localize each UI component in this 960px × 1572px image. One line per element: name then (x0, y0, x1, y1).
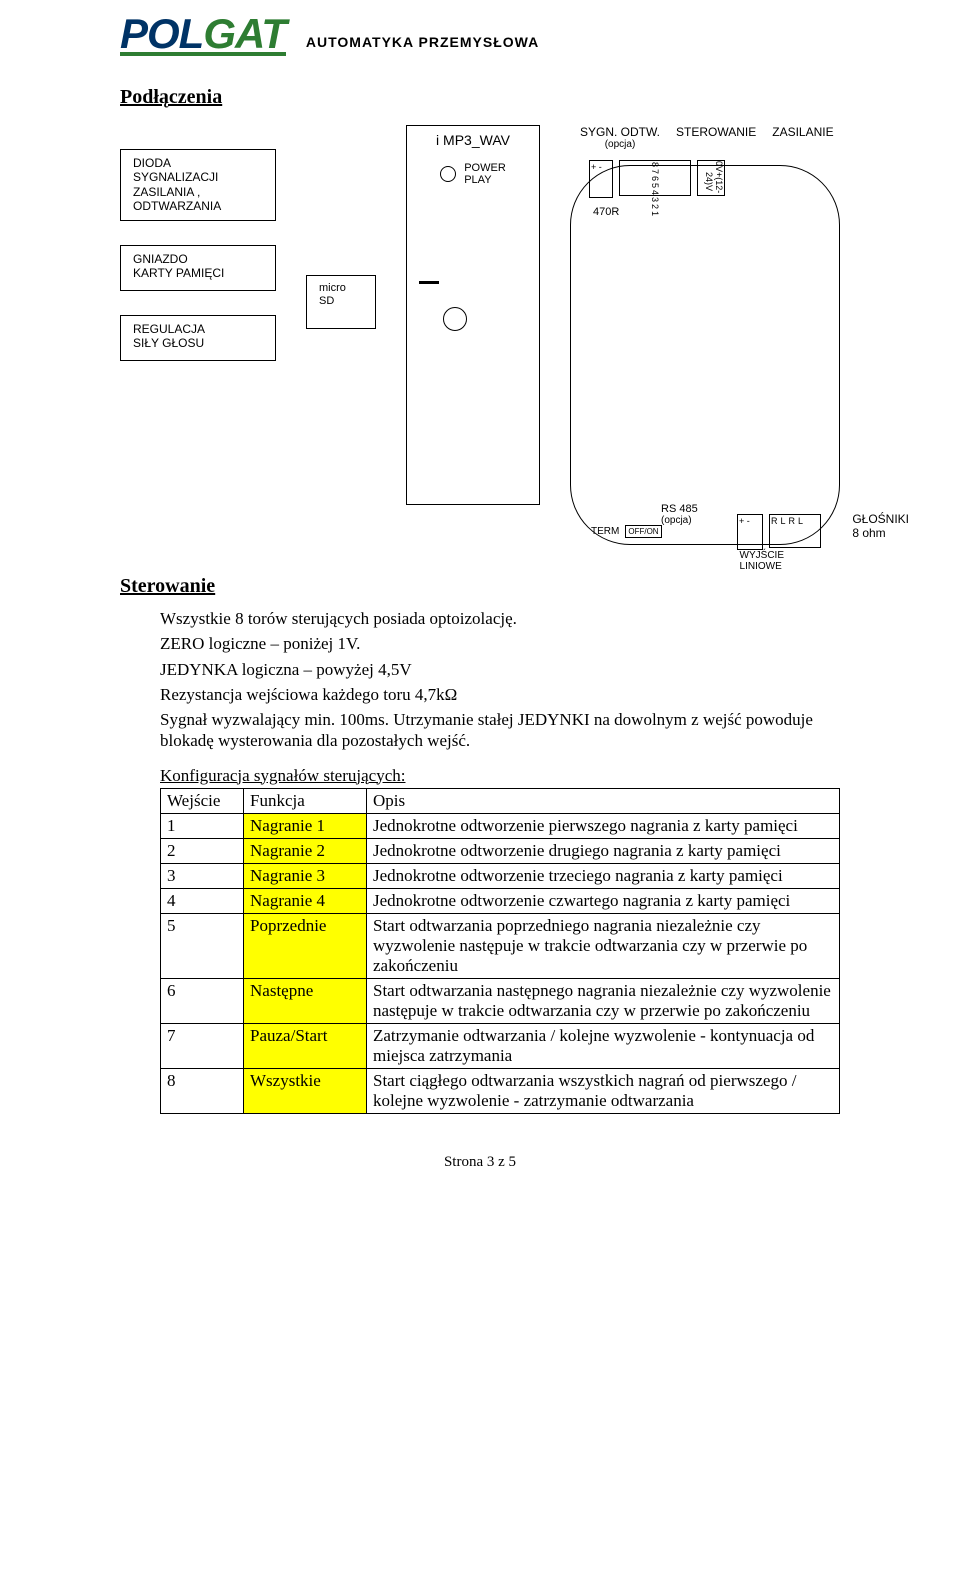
diag-box-volume: REGULACJA SIŁY GŁOSU (120, 315, 276, 361)
label-zasilanie: ZASILANIE (772, 125, 833, 150)
label-rs485: RS 485 (661, 503, 698, 515)
section-podlaczenia: Podłączenia (120, 86, 840, 109)
label-sygn-odtw-sub: (opcja) (580, 139, 660, 150)
label-470r: 470R (593, 206, 619, 218)
logo: POLGAT (120, 10, 286, 56)
label-rs485-sub: (opcja) (661, 515, 698, 526)
label-glosniki: GŁOŚNIKI 8 ohm (852, 512, 909, 540)
table-row: 7 Pauza/Start Zatrzymanie odtwarzania / … (161, 1023, 840, 1068)
col-wejscie: Wejście (161, 788, 244, 813)
diag-top-labels: SYGN. ODTW. (opcja) STEROWANIE ZASILANIE (580, 125, 834, 150)
table-row: 3 Nagranie 3 Jednokrotne odtworzenie trz… (161, 863, 840, 888)
diag-bottom-connectors: + - R L R L (737, 514, 821, 550)
page-footer: Strona 3 z 5 (120, 1154, 840, 1171)
page-header: POLGAT AUTOMATYKA PRZEMYSŁOWA (0, 0, 960, 56)
label-wyjscie: WYJŚCIE LINIOWE (740, 550, 784, 572)
section-sterowanie: Sterowanie (120, 575, 840, 598)
table-row: 4 Nagranie 4 Jednokrotne odtworzenie czw… (161, 888, 840, 913)
diag-box-microsd: micro SD (306, 275, 376, 329)
diag-box-led: DIODA SYGNALIZACJI ZASILANIA , ODTWARZAN… (120, 149, 276, 221)
diag-module-title: i MP3_WAV (413, 132, 533, 148)
power-led-icon (440, 166, 456, 182)
power-play-label: POWER PLAY (464, 162, 506, 186)
intro-p2: ZERO logiczne – poniżej 1V. (160, 633, 840, 654)
col-opis: Opis (367, 788, 840, 813)
diag-box-sd: GNIAZDO KARTY PAMIĘCI (120, 245, 276, 291)
col-funkcja: Funkcja (244, 788, 367, 813)
cfg-title: Konfiguracja sygnałów sterujących: (160, 766, 840, 786)
logo-pol: POL (120, 10, 203, 57)
table-row: 6 Następne Start odtwarzania następnego … (161, 978, 840, 1023)
intro-p3: JEDYNKA logiczna – powyżej 4,5V (160, 659, 840, 680)
control-pins: 8 7 6 5 4 3 2 1 (649, 161, 661, 217)
connection-diagram: DIODA SYGNALIZACJI ZASILANIA , ODTWARZAN… (120, 125, 840, 545)
intro-p4: Rezystancja wejściowa każdego toru 4,7kΩ (160, 684, 840, 705)
header-subtitle: AUTOMATYKA PRZEMYSŁOWA (306, 34, 539, 56)
table-row: 8 Wszystkie Start ciągłego odtwarzania w… (161, 1068, 840, 1113)
diag-connector-block: + - 8 7 6 5 4 3 2 1 (570, 165, 840, 545)
table-row: 5 Poprzednie Start odtwarzania poprzedni… (161, 913, 840, 978)
diag-term: TERM OFF/ON (591, 525, 662, 538)
label-sterowanie: STEROWANIE (676, 125, 756, 150)
cfg-table: Wejście Funkcja Opis 1 Nagranie 1 Jednok… (160, 788, 840, 1114)
logo-gat: GAT (203, 10, 286, 57)
table-row: 1 Nagranie 1 Jednokrotne odtworzenie pie… (161, 813, 840, 838)
table-header-row: Wejście Funkcja Opis (161, 788, 840, 813)
volume-knob-icon (443, 307, 467, 331)
table-row: 2 Nagranie 2 Jednokrotne odtworzenie dru… (161, 838, 840, 863)
intro-p1: Wszystkie 8 torów sterujących posiada op… (160, 608, 840, 629)
intro-p5: Sygnał wyzwalający min. 100ms. Utrzymani… (160, 709, 840, 752)
label-sygn-odtw: SYGN. ODTW. (580, 125, 660, 139)
diag-top-connectors: + - 8 7 6 5 4 3 2 1 (589, 160, 725, 198)
diag-module: i MP3_WAV POWER PLAY ▬▬ (406, 125, 540, 505)
intro-block: Wszystkie 8 torów sterujących posiada op… (160, 608, 840, 1114)
